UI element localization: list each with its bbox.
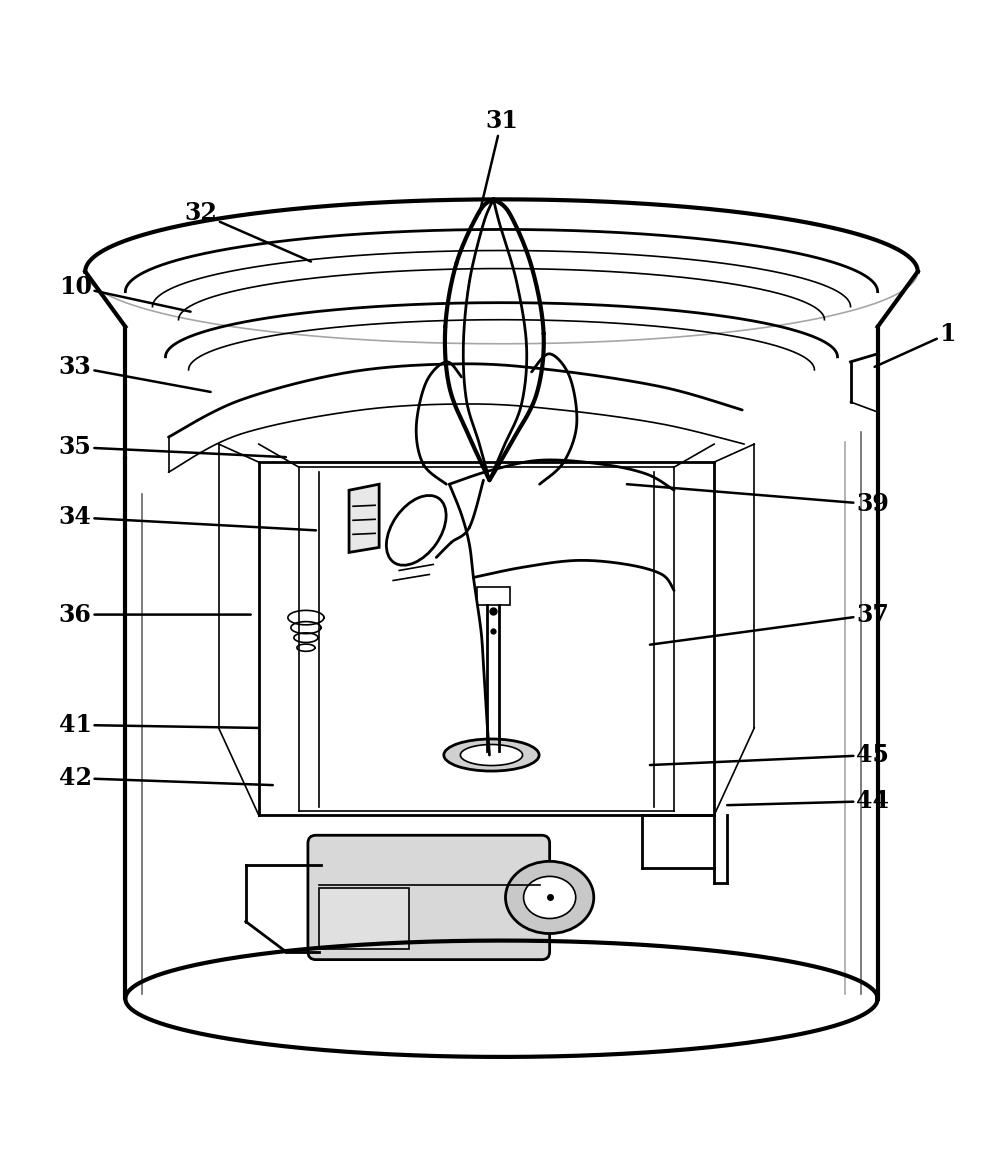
FancyBboxPatch shape	[319, 889, 409, 948]
Text: 33: 33	[59, 355, 210, 391]
Text: 39: 39	[626, 485, 888, 516]
Text: 36: 36	[59, 602, 250, 627]
Text: 34: 34	[59, 506, 316, 530]
Ellipse shape	[386, 495, 446, 565]
Ellipse shape	[523, 876, 575, 918]
FancyBboxPatch shape	[477, 586, 509, 605]
Text: 45: 45	[649, 743, 888, 767]
Text: 37: 37	[649, 602, 888, 644]
FancyBboxPatch shape	[308, 835, 549, 960]
Ellipse shape	[460, 744, 522, 765]
Ellipse shape	[505, 861, 593, 933]
Text: 42: 42	[59, 767, 273, 790]
Text: 31: 31	[479, 110, 517, 213]
Text: 1: 1	[874, 322, 955, 367]
Polygon shape	[349, 485, 379, 552]
Text: 10: 10	[59, 275, 190, 312]
Text: 41: 41	[59, 713, 259, 737]
Text: 35: 35	[59, 435, 286, 459]
Text: 32: 32	[184, 202, 311, 261]
Text: 44: 44	[726, 789, 888, 813]
Ellipse shape	[443, 739, 539, 771]
